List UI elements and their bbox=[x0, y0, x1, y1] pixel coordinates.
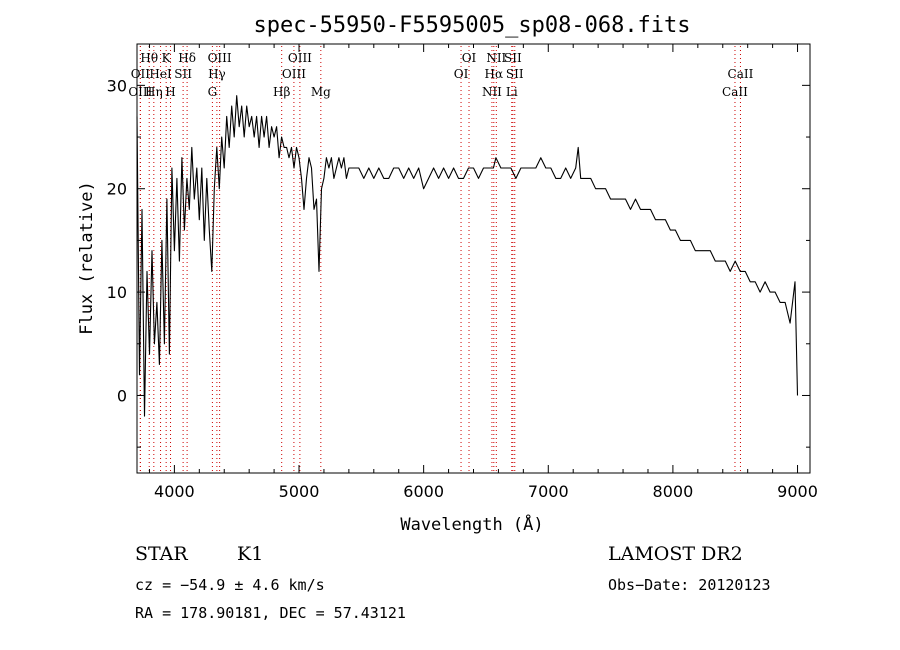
spectral-line-label: G bbox=[208, 85, 218, 99]
spectral-line-markers bbox=[139, 46, 741, 473]
chart-title: spec-55950-F5595005_sp08-068.fits bbox=[253, 13, 690, 38]
spectral-line-labels: Hθ OII OIII K HeI Hη Hδ SII H OIII Hγ G Hβ OIII OIII Mg… bbox=[128, 51, 753, 99]
x-tick-label: 8000 bbox=[653, 482, 694, 501]
spectral-line-label: OIII bbox=[282, 67, 306, 81]
spectral-line-label: Hη bbox=[145, 85, 163, 99]
spectral-line-label: SII bbox=[504, 51, 522, 65]
x-tick-label: 9000 bbox=[777, 482, 818, 501]
x-axis-ticks: 4000 5000 6000 7000 8000 9000 bbox=[148, 44, 818, 501]
x-tick-label: 7000 bbox=[528, 482, 569, 501]
x-tick-label: 5000 bbox=[279, 482, 320, 501]
x-tick-label: 6000 bbox=[403, 482, 444, 501]
spectral-line-label: HeI bbox=[149, 67, 172, 81]
spectral-line-label: K bbox=[162, 51, 172, 65]
spectral-line-label: OII bbox=[131, 67, 151, 81]
y-axis-ticks: 0 10 20 30 bbox=[107, 76, 810, 448]
spectral-line-label: Hδ bbox=[178, 51, 196, 65]
redshift-cz: cz = −54.9 ± 4.6 km/s bbox=[135, 576, 325, 594]
spectral-line-label: Mg bbox=[311, 85, 331, 99]
survey-name: LAMOST DR2 bbox=[608, 543, 743, 565]
spectral-line-label: OI bbox=[462, 51, 477, 65]
spectral-line-label: OIII bbox=[208, 51, 232, 65]
y-tick-label: 20 bbox=[107, 180, 127, 199]
spectral-line-label: CaII bbox=[728, 67, 754, 81]
spectral-line-label: NII bbox=[486, 51, 506, 65]
object-subclass: K1 bbox=[237, 543, 263, 565]
x-axis-label: Wavelength (Å) bbox=[400, 513, 543, 535]
object-class: STAR bbox=[135, 543, 188, 565]
x-tick-label: 4000 bbox=[154, 482, 195, 501]
spectral-line-label: H bbox=[165, 85, 175, 99]
y-tick-label: 0 bbox=[117, 386, 127, 405]
spectral-line-label: OIII bbox=[288, 51, 312, 65]
spectral-line-label: Hα bbox=[485, 67, 504, 81]
spectral-line-label: SII bbox=[174, 67, 192, 81]
spectral-line-label: Hβ bbox=[273, 85, 290, 99]
coordinates: RA = 178.90181, DEC = 57.43121 bbox=[135, 604, 406, 622]
spectral-line-label: NII bbox=[482, 85, 502, 99]
spectral-line-label: OIII bbox=[128, 85, 152, 99]
series-layer bbox=[136, 95, 799, 417]
y-tick-label: 30 bbox=[107, 76, 127, 95]
y-axis-label: Flux (relative) bbox=[77, 181, 97, 335]
spectral-line-label: SII bbox=[506, 67, 524, 81]
spectral-line-label: CaII bbox=[722, 85, 748, 99]
spectral-line-label: Hθ bbox=[140, 51, 158, 65]
observation-date: Obs−Date: 20120123 bbox=[608, 576, 771, 594]
spectral-line-label: OI bbox=[454, 67, 469, 81]
spectral-line-label: Hγ bbox=[208, 67, 226, 81]
y-tick-label: 10 bbox=[107, 283, 127, 302]
spectrum-series-line bbox=[136, 95, 799, 417]
spectral-line-label: Li bbox=[506, 85, 518, 99]
